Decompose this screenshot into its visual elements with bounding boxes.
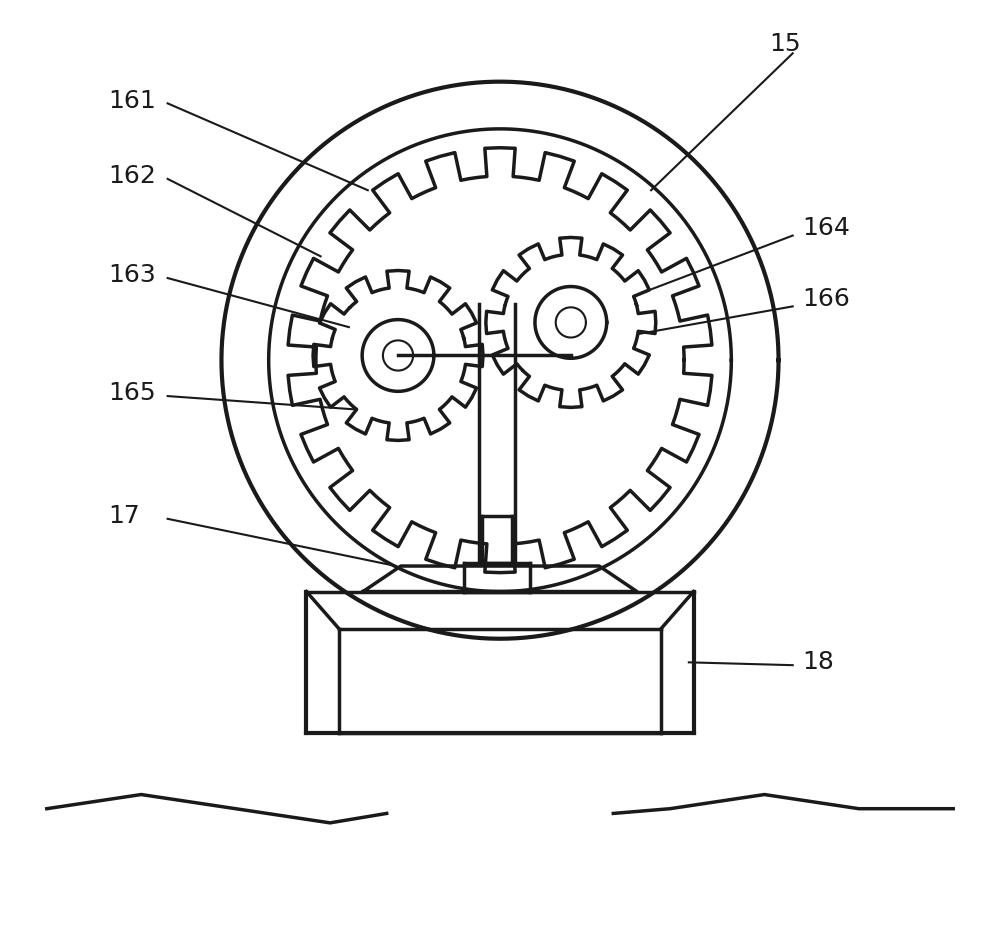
Text: 162: 162 bbox=[108, 164, 156, 188]
Text: 18: 18 bbox=[802, 651, 834, 674]
Text: 163: 163 bbox=[108, 263, 156, 287]
Text: 15: 15 bbox=[769, 32, 801, 56]
Text: 165: 165 bbox=[108, 382, 156, 405]
Text: 161: 161 bbox=[108, 88, 156, 113]
Text: 166: 166 bbox=[802, 287, 850, 311]
Text: 17: 17 bbox=[108, 504, 140, 528]
Text: 164: 164 bbox=[802, 216, 850, 240]
